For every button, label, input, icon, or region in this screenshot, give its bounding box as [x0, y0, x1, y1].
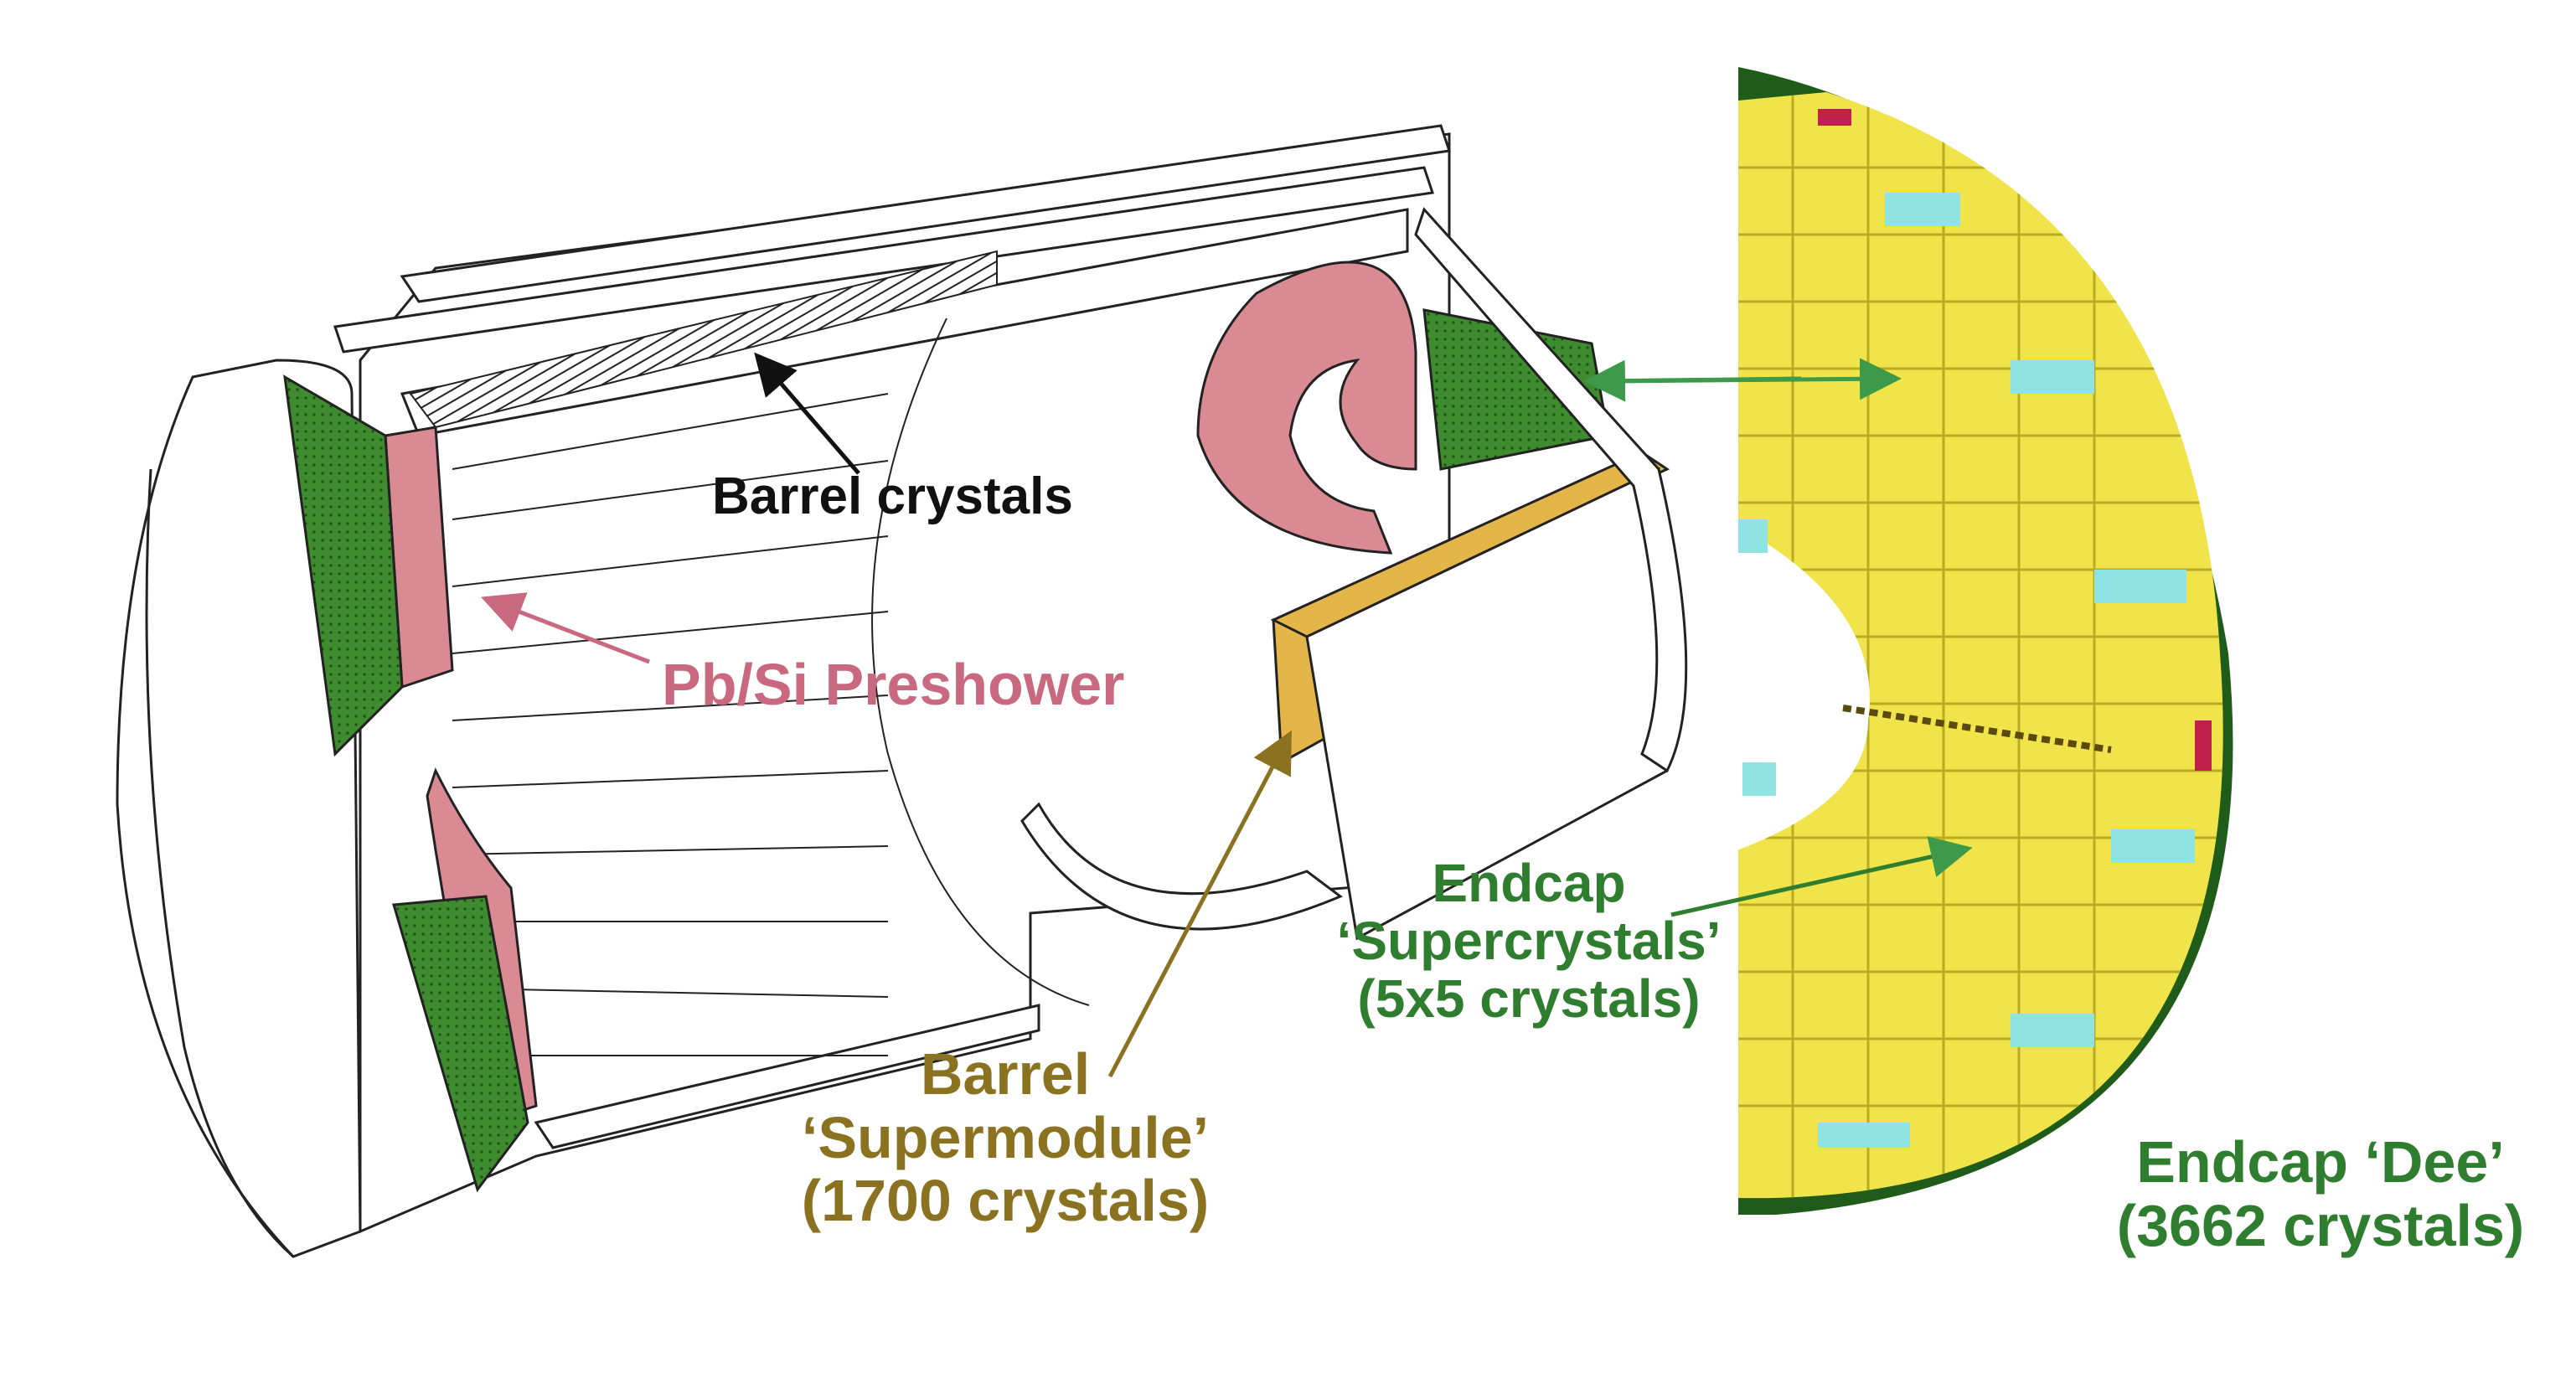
- supermodule-top: [1270, 451, 1670, 638]
- supercrystals-line-2: ‘Supercrystals’: [1336, 911, 1722, 972]
- barrel-lines: [452, 393, 889, 1056]
- outer-cradle: [1414, 207, 1688, 773]
- endcap-supercrystals-label: Endcap ‘Supercrystals’ (5x5 crystals): [1307, 854, 1751, 1028]
- cyan-crystal: [1818, 1123, 1910, 1148]
- cyan-crystal: [2011, 360, 2094, 394]
- barrel-supermodule-label: Barrel ‘Supermodule’ (1700 crystals): [762, 1041, 1248, 1234]
- green-absorber-upper: [283, 374, 404, 757]
- cyan-crystal: [2011, 1014, 2094, 1047]
- lower-ring: [1020, 802, 1343, 931]
- preshower-label: Pb/Si Preshower: [662, 652, 1125, 717]
- barrel-crystals-label: Barrel crystals: [712, 467, 1073, 525]
- top-rail-2: [333, 166, 1434, 354]
- bottom-rail: [534, 1004, 1040, 1149]
- endcap-dee: [1738, 67, 2233, 1215]
- supercrystals-line-1: Endcap: [1432, 853, 1626, 913]
- supercrystals-line-3: (5x5 crystals): [1357, 968, 1701, 1030]
- supermodule-line-2: ‘Supermodule’: [801, 1104, 1210, 1170]
- preshower-arrow: [481, 592, 650, 664]
- barrel-crystals-band: [409, 250, 998, 429]
- inner-top-face: [400, 208, 1409, 437]
- cyan-crystal: [2111, 829, 2195, 863]
- endcap-preshower-ring: [1196, 261, 1417, 555]
- supermodule-arrow: [1107, 730, 1292, 1078]
- endcap-dee-label: Endcap ‘Dee’ (3662 crystals): [2078, 1129, 2563, 1258]
- supermodule-line-1: Barrel: [920, 1041, 1091, 1107]
- top-rail: [400, 124, 1451, 303]
- magenta-crystal: [2195, 720, 2212, 771]
- dee-line-2: (3662 crystals): [2116, 1192, 2525, 1258]
- supercrystals-arrow: [1670, 836, 1973, 917]
- cyan-crystal: [1742, 762, 1776, 796]
- magenta-crystal: [1818, 109, 1851, 126]
- dee-line-1: Endcap ‘Dee’: [2136, 1129, 2505, 1195]
- supermodule-line-3: (1700 crystals): [801, 1168, 1210, 1234]
- barrel-drawing: [116, 124, 1688, 1258]
- inner-ring: [871, 318, 1090, 1006]
- arrows: [481, 352, 1973, 1078]
- cyan-crystal: [2094, 570, 2186, 603]
- endcap-link-arrow-back: [1583, 359, 1802, 402]
- flange-inner-edge: [145, 468, 294, 1258]
- cyan-crystal: [1885, 193, 1960, 226]
- cyan-crystal: [1738, 519, 1768, 553]
- barrel-crystals-arrow: [754, 352, 860, 475]
- end-flange: [116, 359, 362, 1258]
- dee-midline: [1842, 705, 2112, 753]
- green-absorber-lower: [392, 895, 529, 1193]
